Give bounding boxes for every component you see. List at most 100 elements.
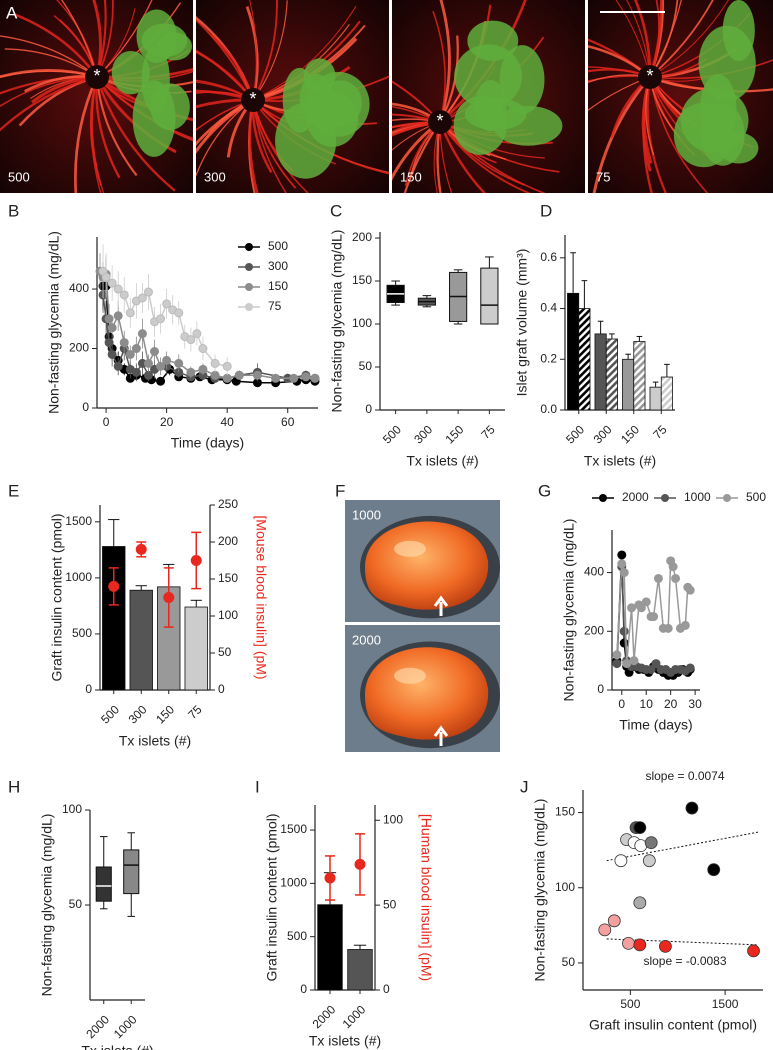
y-axis-label: Graft insulin content (pmol) [264,813,280,981]
image-label: 75 [596,169,610,184]
bar [633,341,646,411]
y2-tick-label: 250 [218,497,238,511]
legend-label: 2000 [622,490,649,504]
vessel [249,0,257,101]
data-point [222,361,232,371]
panel-letter: G [538,481,551,500]
data-point [125,308,135,318]
data-point [612,659,622,669]
x-tick-label: 10 [640,697,654,711]
vessel [438,121,487,193]
x-tick-label: 150 [442,422,466,446]
bar [660,376,673,411]
data-point [113,311,123,321]
data-point [622,936,635,950]
bar [184,606,208,691]
data-point [107,323,117,333]
y2-tick-label: 200 [218,534,238,548]
data-point [113,284,123,294]
data-point [649,612,659,622]
x-tick-label: 75 [478,422,498,442]
center-marker: * [436,111,443,131]
data-point [119,290,129,300]
vessel [588,66,651,78]
y-tick-label: 400 [69,281,89,295]
data-line [102,294,316,380]
data-point [104,314,114,324]
legend-marker [661,494,669,502]
y2-tick-label: 150 [218,571,238,585]
x-axis-label: Tx islets (#) [406,453,478,469]
data-point [162,299,172,309]
data-point [131,367,141,377]
y-tick-label: 100 [62,802,82,816]
micrograph [588,0,773,193]
y2-tick-label: 0 [383,982,390,996]
data-point [642,854,656,868]
y-tick-label: 1500 [65,514,92,528]
micrograph [0,0,193,193]
kidney [365,521,489,610]
y-tick-label: 400 [584,565,604,579]
y-tick-label: 0 [82,400,89,414]
data-point [651,659,661,669]
y2-axis-label: [Mouse blood insulin] (pM) [253,515,269,679]
image-label: 1000 [352,507,381,522]
vessel [95,76,176,192]
x-tick-label: 300 [591,422,615,446]
islet-graft [467,20,519,62]
x-tick-label: 300 [126,702,150,726]
data-point [143,358,153,368]
box [123,849,140,895]
data-point [619,568,629,578]
y-axis-label: Non-fasting glycemia (mg/dL) [532,799,548,982]
data-point [113,361,123,371]
image-label: 150 [400,169,422,184]
y-tick-label: 0 [85,682,92,696]
data-point [617,550,627,560]
data-point [644,836,658,850]
panel-letter: B [8,201,19,220]
vessel [439,121,453,193]
data-point [104,338,114,348]
data-point [646,664,656,674]
data-point [310,373,320,383]
vessel [438,0,451,123]
islet-graft [493,105,563,146]
data-point [629,656,639,666]
data-point [143,370,153,380]
y-tick-label: 200 [352,230,372,244]
islet-graft [698,25,756,102]
vessel [439,121,560,173]
bar [649,386,662,411]
vessel [0,75,98,132]
dot [324,872,336,884]
vessel [196,99,254,132]
data-point [174,308,184,318]
image-label: 2000 [352,632,381,647]
optic-center [638,65,662,89]
y2-tick-label: 50 [218,645,232,659]
islet-graft [718,132,759,164]
data-point [192,329,202,339]
data-point [598,923,612,937]
data-point [612,650,622,660]
x-tick-label: 1500 [712,997,739,1011]
x-tick-label: 1000 [111,1012,140,1041]
legend-label: 1000 [684,490,711,504]
islet-graft [673,102,734,168]
dot [135,543,147,555]
y-tick-label: 200 [584,623,604,637]
x-tick-label: 150 [153,702,177,726]
highlight [394,540,426,557]
slope-label: slope = 0.0074 [645,769,724,783]
x-tick-label: 20 [664,697,678,711]
data-point [210,370,220,380]
panel-letter: E [8,481,19,500]
x-axis-label: Time (days) [619,717,692,733]
data-point [633,821,647,834]
data-point [162,355,172,365]
data-point [119,338,129,348]
center-marker: * [93,66,100,86]
center-marker: * [646,66,653,86]
